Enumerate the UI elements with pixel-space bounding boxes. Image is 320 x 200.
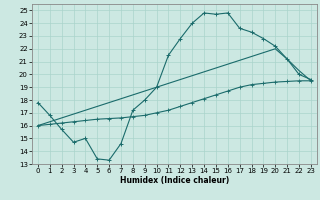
X-axis label: Humidex (Indice chaleur): Humidex (Indice chaleur) xyxy=(120,176,229,185)
